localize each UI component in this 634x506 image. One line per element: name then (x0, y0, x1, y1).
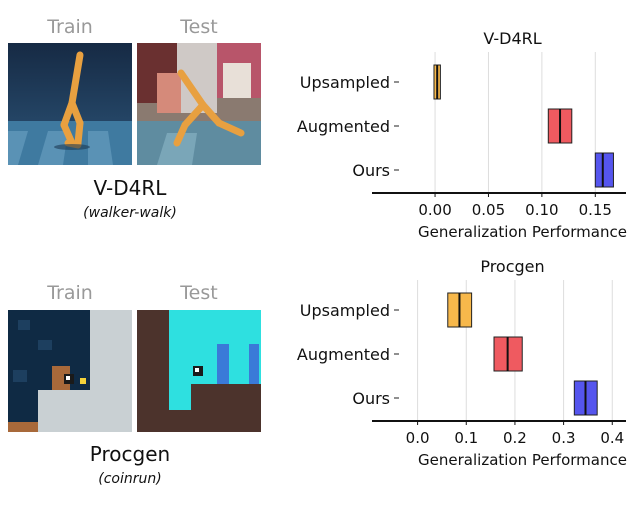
procgen-x-tick-label: 0.4 (600, 429, 624, 447)
procgen-x-tick-label: 0.1 (454, 429, 478, 447)
v-d4rl-category-label: Augmented (297, 117, 390, 136)
procgen-env-task: (coinrun) (98, 471, 162, 487)
v-d4rl-category-label: Upsampled (300, 73, 390, 92)
v-d4rl-box-ours (594, 152, 614, 188)
vd4rl-chart: V-D4RL Upsampled Augmented Ours 0.00 0.05 0.10… (297, 30, 627, 241)
v-d4rl-x-tick-label: 0.15 (579, 201, 612, 219)
vd4rl-env-task: (walker-walk) (83, 205, 177, 221)
vd4rl-train-image (8, 43, 132, 165)
procgen-category-label: Ours (352, 389, 390, 408)
v-d4rl-x-tick-label: 0.00 (418, 201, 451, 219)
procgen-test-label: Test (180, 282, 218, 304)
vd4rl-env-name: V-D4RL (93, 176, 167, 200)
vd4rl-train-label: Train (47, 16, 93, 38)
procgen-category-label: Augmented (297, 345, 390, 364)
v-d4rl-chart-title: V-D4RL (483, 30, 541, 48)
procgen-test-image (137, 310, 261, 432)
v-d4rl-x-tick-label: 0.10 (525, 201, 558, 219)
procgen-env-name: Procgen (89, 442, 171, 466)
procgen-x-axis-label: Generalization Performance (418, 451, 627, 469)
vd4rl-test-label: Test (180, 16, 218, 38)
v-d4rl-category-label: Ours (352, 161, 390, 180)
v-d4rl-x-tick-label: 0.05 (472, 201, 505, 219)
vd4rl-test-image (137, 43, 261, 165)
v-d4rl-x-axis-label: Generalization Performance (418, 223, 627, 241)
procgen-x-tick-label: 0.3 (552, 429, 576, 447)
procgen-x-tick-label: 0.0 (406, 429, 430, 447)
procgen-chart-title: Procgen (480, 258, 544, 276)
procgen-x-tick-label: 0.2 (503, 429, 527, 447)
procgen-train-image (8, 310, 132, 432)
procgen-chart: Procgen Upsampled Augmented Ours 0.0 0.1 0.2 0.… (297, 258, 627, 469)
procgen-category-label: Upsampled (300, 301, 390, 320)
procgen-train-label: Train (47, 282, 93, 304)
